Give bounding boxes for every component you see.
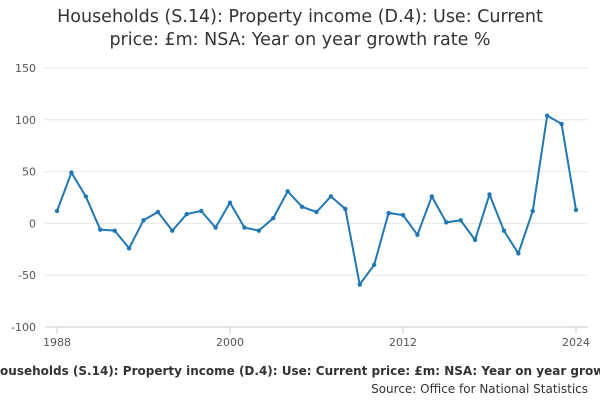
data-point [386,210,391,216]
data-point [112,228,117,233]
data-point [256,228,262,233]
data-point [371,262,377,268]
x-axis: 1988 2000 2012 2024 [43,326,590,349]
y-tick-label: 0 [29,217,36,230]
data-point [357,282,362,287]
y-tick-label: 50 [22,166,36,179]
data-point [314,209,319,215]
source-credit: Source: Office for National Statistics [371,382,588,396]
data-point [155,209,161,215]
data-point [501,228,507,233]
series-line [56,114,577,286]
legend-entry: Households (S.14): Property income (D.4)… [0,364,600,378]
x-tick-label: 2012 [389,336,417,349]
gridlines [45,67,588,328]
data-point [285,189,290,194]
data-point [458,218,463,223]
data-point [213,225,218,230]
data-point [328,194,334,199]
chart-title-line-2: price: £m: NSA: Year on year growth rate… [109,30,491,50]
x-tick-label: 1988 [43,336,71,349]
data-point [98,227,103,232]
data-point [198,208,204,214]
data-point [170,228,175,233]
y-tick-label: 150 [15,62,36,75]
data-point [69,170,74,175]
chart-title-line-1: Households (S.14): Property income (D.4)… [57,7,543,27]
data-point [472,237,478,243]
data-point [83,194,89,199]
y-axis: -100 -50 0 50 100 150 [11,62,36,334]
data-point [54,208,60,214]
data-point [184,211,189,217]
data-point [343,206,348,212]
data-point [487,192,492,197]
data-point [429,194,435,199]
data-point [126,246,132,251]
chart-title: Households (S.14): Property income (D.4)… [0,6,600,52]
data-point [573,207,579,213]
data-point [544,113,550,118]
data-point [299,204,305,210]
y-tick-label: -100 [11,321,36,334]
data-point [271,216,276,221]
data-point [227,200,233,205]
data-point [400,212,406,218]
data-point [559,121,564,127]
data-point [141,218,146,223]
data-point [516,251,521,256]
data-point [242,225,247,230]
y-tick-label: 100 [15,114,36,127]
x-tick-label: 2000 [216,336,244,349]
y-tick-label: -50 [18,269,36,282]
series-line-group [54,113,579,287]
data-point [415,232,420,237]
x-tick-label: 2024 [562,336,590,349]
data-point [444,220,449,225]
data-point [530,208,535,214]
